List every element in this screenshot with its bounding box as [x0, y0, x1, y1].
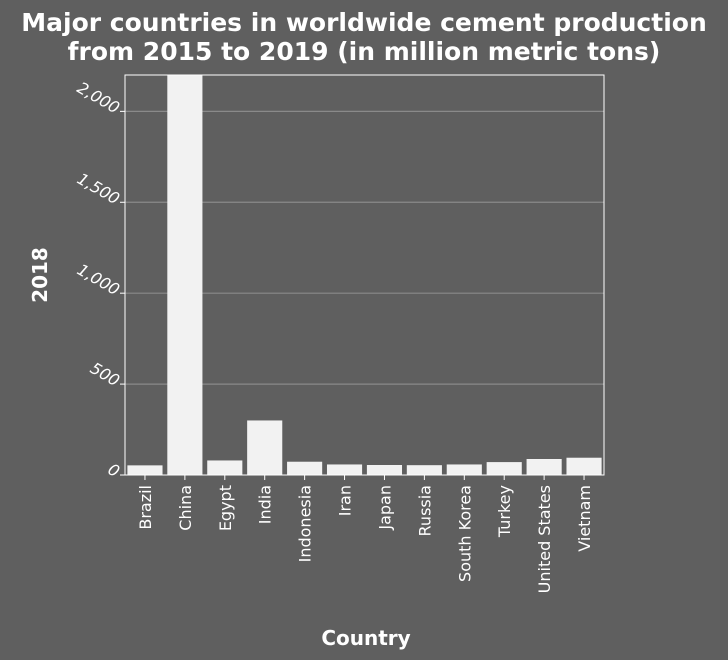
x-tick-label-indonesia: Indonesia	[296, 485, 315, 562]
x-tick-label-china: China	[176, 485, 195, 531]
y-tick-label-1500: 1,500	[74, 169, 123, 208]
y-tick-label-1000: 1,000	[74, 260, 123, 299]
y-tick-label-500: 500	[87, 358, 123, 390]
bar-india	[247, 420, 283, 475]
gridlines	[125, 110, 604, 385]
x-tick-label-egypt: Egypt	[216, 485, 235, 531]
y-axis-label: 2018	[28, 247, 52, 303]
bar-vietnam	[566, 457, 602, 475]
y-tick-label-0: 0	[105, 460, 123, 482]
x-tick-label-india: India	[256, 485, 275, 524]
bar-iran	[326, 464, 363, 475]
bar-south-korea	[446, 464, 482, 475]
plot-frame	[124, 74, 605, 476]
bar-egypt	[207, 460, 243, 475]
x-tick-label-iran: Iran	[336, 485, 355, 516]
bars	[127, 75, 602, 475]
x-tick-label-turkey: Turkey	[495, 485, 514, 538]
chart-title-line-2: from 2015 to 2019 (in million metric ton…	[68, 37, 661, 66]
x-tick-label-south-korea: South Korea	[455, 485, 474, 582]
bar-china	[167, 75, 203, 475]
x-axis-label: Country	[321, 626, 410, 650]
x-axis-ticks: Brazil China Egypt India Indonesia Iran Japan R…	[136, 475, 594, 593]
x-tick-label-brazil: Brazil	[136, 485, 155, 530]
y-tick-label-2000: 2,000	[74, 78, 123, 117]
x-tick-label-vietnam: Vietnam	[575, 485, 594, 552]
bar-indonesia	[287, 461, 323, 475]
bar-united-states	[526, 459, 562, 475]
y-axis-ticks: 0 500 1,000 1,500 2,000	[74, 78, 125, 481]
x-tick-label-japan: Japan	[375, 485, 394, 531]
bar-brazil	[127, 465, 163, 475]
chart-title-line-1: Major countries in worldwide cement prod…	[21, 8, 707, 37]
x-tick-label-russia: Russia	[415, 485, 434, 536]
bar-turkey	[486, 462, 522, 475]
bar-japan	[366, 465, 403, 475]
bar-russia	[406, 465, 442, 475]
x-tick-label-united-states: United States	[535, 485, 554, 593]
